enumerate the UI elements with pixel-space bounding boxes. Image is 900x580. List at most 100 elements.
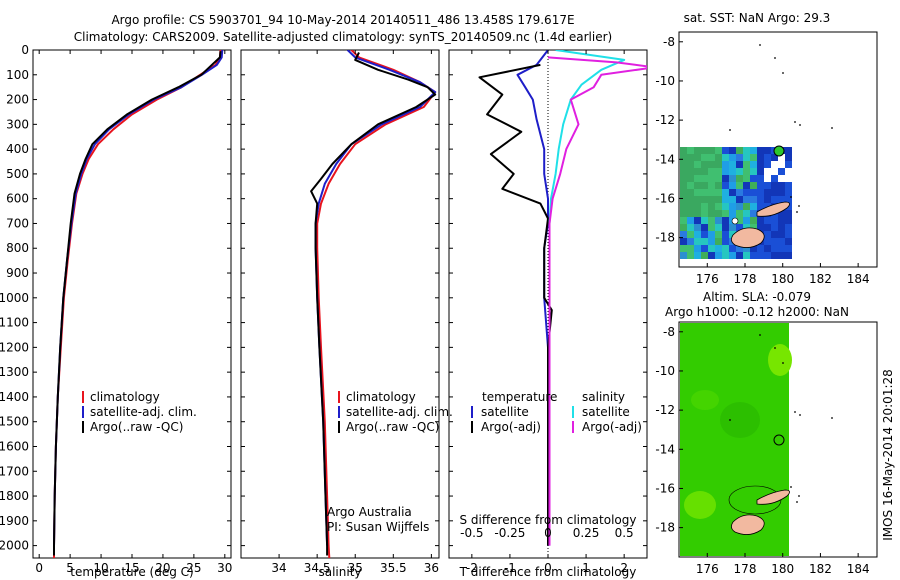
sst-cell	[708, 210, 715, 217]
sst-cell	[729, 175, 736, 182]
sst-cell	[743, 147, 750, 154]
map-y-tick-label: -10	[655, 74, 675, 88]
header-line2: Climatology: CARS2009. Satellite-adjuste…	[74, 30, 612, 44]
sst-cell	[701, 252, 708, 259]
sst-cell	[680, 252, 687, 259]
sst-cell	[778, 210, 785, 217]
sst-cell	[729, 245, 736, 252]
depth-ticks: 0 100 200 300 400 500 600 700 800 900 1000 1100 1200…	[0, 43, 647, 553]
sst-cell	[771, 154, 778, 161]
islet	[794, 411, 796, 413]
sst-cell	[750, 182, 757, 189]
sst-cell	[701, 210, 708, 217]
map-x-tick-label: 180	[771, 562, 794, 576]
sst-cell	[694, 168, 701, 175]
sst-cell	[687, 224, 694, 231]
difference-xlabel: T difference from climatology	[459, 565, 637, 579]
sst-cell	[778, 217, 785, 224]
x-tick-label: 0	[35, 561, 43, 575]
sst-cell	[771, 196, 778, 203]
sst-cell	[785, 245, 792, 252]
sst-cell	[729, 161, 736, 168]
sst-cell	[715, 252, 722, 259]
sst-cell	[736, 161, 743, 168]
island-vanua-levu	[756, 201, 790, 217]
x-tick-label-top: 0.25	[573, 526, 600, 540]
sst-cell	[708, 224, 715, 231]
sst-cell	[715, 161, 722, 168]
islet	[831, 417, 833, 419]
sst-cell	[750, 224, 757, 231]
sst-cell	[729, 203, 736, 210]
sst-cell	[701, 154, 708, 161]
sst-cell	[750, 168, 757, 175]
y-tick-label: 400	[6, 142, 29, 156]
sst-cell	[757, 203, 764, 210]
series-line-s-satellite	[548, 50, 626, 546]
sst-cell	[729, 231, 736, 238]
map-y-tick-label: -14	[655, 152, 675, 166]
sst-cell	[694, 231, 701, 238]
sst-cell	[680, 189, 687, 196]
sst-map-title: sat. SST: NaN Argo: 29.3	[684, 11, 831, 25]
sst-cell	[743, 196, 750, 203]
sst-cell	[701, 217, 708, 224]
sst-cell	[722, 224, 729, 231]
sst-cell	[778, 182, 785, 189]
islet	[799, 124, 801, 126]
sst-cell	[687, 203, 694, 210]
y-tick-label: 800	[6, 241, 29, 255]
sst-cell	[743, 217, 750, 224]
sst-cell	[729, 182, 736, 189]
map-y-tick-label: -8	[663, 325, 675, 339]
map-x-tick-label: 176	[696, 562, 719, 576]
y-tick-label: 1700	[0, 464, 29, 478]
islet	[759, 44, 761, 46]
islet	[759, 334, 761, 336]
sst-cell	[750, 189, 757, 196]
sst-cell	[785, 224, 792, 231]
sst-cell	[694, 147, 701, 154]
y-tick-label: 1600	[0, 439, 29, 453]
x-tick-label: 36	[424, 561, 439, 575]
sst-cell	[708, 252, 715, 259]
sst-cell	[694, 161, 701, 168]
map-x-tick-label: 178	[734, 562, 757, 576]
sst-cell	[701, 196, 708, 203]
x-tick-label: 2	[620, 561, 628, 575]
sst-cell	[687, 245, 694, 252]
sst-cell	[757, 245, 764, 252]
legend-label-argo: Argo(..raw -QC)	[90, 420, 183, 434]
y-tick-label: 600	[6, 192, 29, 206]
map-y-tick-label: -12	[655, 403, 675, 417]
sst-cell	[729, 168, 736, 175]
x-tick-label: 34.5	[304, 561, 331, 575]
sst-cell	[708, 245, 715, 252]
series-line-s-argo-adj-	[547, 56, 647, 546]
sst-cell	[722, 231, 729, 238]
sst-cell	[736, 175, 743, 182]
sst-cell	[778, 245, 785, 252]
salinity-series	[310, 50, 437, 558]
sst-cell	[680, 175, 687, 182]
sst-cell	[708, 189, 715, 196]
argo-float-marker	[773, 434, 785, 446]
sst-cell	[736, 252, 743, 259]
sst-cell	[687, 252, 694, 259]
sst-cell	[771, 245, 778, 252]
sst-cell	[729, 252, 736, 259]
sla-blob	[720, 402, 760, 438]
sst-cell	[722, 203, 729, 210]
sst-cell	[764, 154, 771, 161]
sst-cell	[785, 182, 792, 189]
sst-cell	[743, 224, 750, 231]
legend-label-climatology: climatology	[346, 390, 416, 404]
x-tick-label: 35	[348, 561, 363, 575]
sst-cell	[708, 147, 715, 154]
sst-cell	[687, 231, 694, 238]
sst-cell	[771, 224, 778, 231]
sst-cell	[680, 217, 687, 224]
sst-cell	[757, 168, 764, 175]
sst-cell	[694, 238, 701, 245]
